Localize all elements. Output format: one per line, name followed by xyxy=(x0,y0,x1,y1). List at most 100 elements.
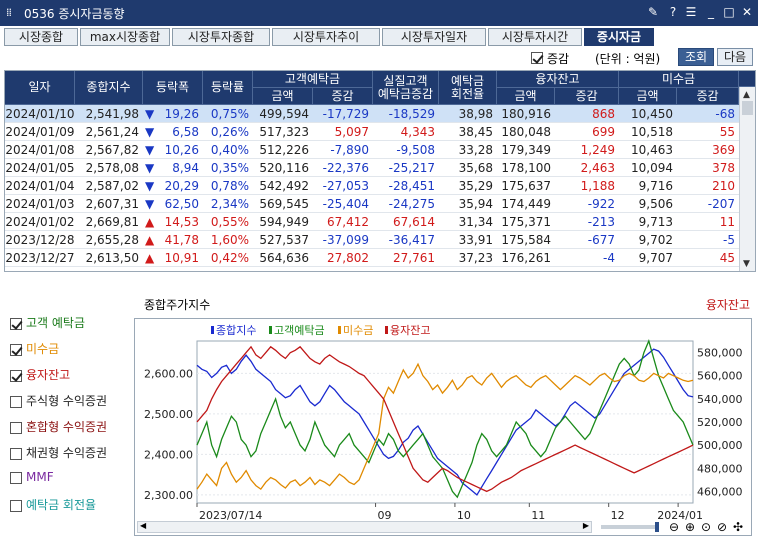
table-row[interactable]: 2024/01/04 2,587,02 ▼ 20,29 0,78% 542,492 -27,… xyxy=(5,177,739,195)
menu-icon[interactable]: ☰ xyxy=(685,5,697,19)
cell-mar_diff: 699 xyxy=(592,125,615,139)
x-tick-label: 09 xyxy=(378,509,392,522)
header-turnover[interactable]: 예탁금 회전율 xyxy=(439,71,497,105)
scroll-left-icon[interactable]: ◀ xyxy=(140,521,147,530)
change-label: 증감 xyxy=(547,52,570,66)
header-index[interactable]: 종합지수 xyxy=(75,71,143,105)
cell-real: 4,343 xyxy=(400,125,435,139)
table-row[interactable]: 2024/01/09 2,561,24 ▼ 6,58 0,26% 517,323 5,097… xyxy=(5,123,739,141)
header-deposit-amount[interactable]: 금액 xyxy=(253,88,313,105)
legend-swatch xyxy=(211,326,214,334)
header-unpaid-amount[interactable]: 금액 xyxy=(619,88,677,105)
series-toggle[interactable]: MMF xyxy=(10,470,54,486)
table-row[interactable]: 2023/12/27 2,613,50 ▲ 10,91 0,42% 564,636 27,8… xyxy=(5,249,739,267)
y-right-tick-label: 560,000 xyxy=(697,370,743,383)
cell-turn: 37,23 xyxy=(458,251,493,265)
close-icon[interactable]: ✕ xyxy=(741,5,753,19)
series-checkbox[interactable] xyxy=(10,447,22,460)
series-toggle[interactable]: 융자잔고 xyxy=(10,366,70,382)
header-unpaid-diff[interactable]: 증감 xyxy=(677,88,739,105)
scroll-right-icon[interactable]: ▶ xyxy=(582,521,589,530)
cell-rate: 0,42% xyxy=(210,251,249,265)
query-button[interactable]: 조회 xyxy=(678,48,714,66)
zoom-slider-handle[interactable] xyxy=(655,522,659,532)
window-title: 0536 증시자금동향 xyxy=(24,7,125,21)
cell-un_diff: 45 xyxy=(719,251,735,265)
chart-horizontal-scrollbar[interactable]: ◀ ▶ xyxy=(137,521,592,533)
table-row[interactable]: 2023/12/28 2,655,28 ▲ 41,78 1,60% 527,537 -37,… xyxy=(5,231,739,249)
chart-left-title: 종합주가지수 xyxy=(144,298,211,312)
down-arrow-icon: ▼ xyxy=(145,107,155,121)
tab-market-summary[interactable]: 시장종합 xyxy=(4,28,78,46)
header-rate[interactable]: 등락률 xyxy=(203,71,253,105)
up-arrow-icon: ▲ xyxy=(145,233,155,247)
series-toggle[interactable]: 주식형 수익증권 xyxy=(10,392,107,408)
table-row[interactable]: 2024/01/10 2,541,98 ▼ 19,26 0,75% 499,594 -17,… xyxy=(5,105,739,123)
cell-un_amt: 9,713 xyxy=(638,215,673,229)
header-margin-diff[interactable]: 증감 xyxy=(555,88,619,105)
cell-change: ▼ 19,26 xyxy=(143,105,203,123)
pin-icon[interactable]: ✎ xyxy=(647,5,659,19)
series-toggle[interactable]: 예탁금 회전율 xyxy=(10,496,96,512)
y-left-tick-label: 2,300.00 xyxy=(144,489,193,502)
table-vertical-scrollbar[interactable]: ▲ ▼ xyxy=(739,87,755,271)
tab-market-funds[interactable]: 증시자금 xyxy=(584,28,654,46)
scroll-up-icon[interactable]: ▲ xyxy=(743,90,750,100)
header-real-deposit[interactable]: 실질고객 예탁금증감 xyxy=(373,71,439,105)
crosshair-icon[interactable]: ✣ xyxy=(733,520,744,534)
tab-market-investor-summary[interactable]: 시장투자종합 xyxy=(172,28,270,46)
tab-market-investor-time[interactable]: 시장투자시간 xyxy=(488,28,582,46)
zoom-out-icon[interactable]: ⊖ xyxy=(669,520,680,534)
series-toggle[interactable]: 고객 예탁금 xyxy=(10,314,85,330)
series-checkbox[interactable] xyxy=(10,369,22,382)
zoom-fit-icon[interactable]: ⊘ xyxy=(717,520,728,534)
y-left-tick-label: 2,600.00 xyxy=(144,367,193,380)
cell-rate: 1,60% xyxy=(210,233,249,247)
cell-index: 2,567,82 xyxy=(85,143,139,157)
change-value: 10,26 xyxy=(164,143,199,157)
series-checkbox[interactable] xyxy=(10,421,22,434)
cell-dep_diff: -17,729 xyxy=(322,107,369,121)
cell-change: ▲ 10,91 xyxy=(143,249,203,267)
series-checkbox[interactable] xyxy=(10,471,22,484)
cell-real: 27,761 xyxy=(393,251,435,265)
tab-market-investor-daily[interactable]: 시장투자일자 xyxy=(382,28,486,46)
scroll-down-icon[interactable]: ▼ xyxy=(743,259,750,269)
chart-right-title: 융자잔고 xyxy=(705,298,750,312)
zoom-reset-icon[interactable]: ⊙ xyxy=(701,520,712,534)
header-change[interactable]: 등락폭 xyxy=(143,71,203,105)
series-checkbox[interactable] xyxy=(10,395,22,408)
scroll-thumb[interactable] xyxy=(742,101,753,115)
cell-real: 67,614 xyxy=(393,215,435,229)
header-deposit-diff[interactable]: 증감 xyxy=(313,88,373,105)
series-checkbox[interactable] xyxy=(10,499,22,512)
table-row[interactable]: 2024/01/05 2,578,08 ▼ 8,94 0,35% 520,116 -22,3… xyxy=(5,159,739,177)
change-value: 62,50 xyxy=(164,197,199,211)
zoom-slider[interactable] xyxy=(601,522,659,532)
maximize-icon[interactable]: □ xyxy=(723,5,735,19)
series-label: 예탁금 회전율 xyxy=(26,498,97,512)
series-toggle[interactable]: 채권형 수익증권 xyxy=(10,444,107,460)
table-row[interactable]: 2024/01/03 2,607,31 ▼ 62,50 2,34% 569,545 -25,… xyxy=(5,195,739,213)
window-grip-icon[interactable]: ⁞⁞ xyxy=(6,6,12,19)
header-date[interactable]: 일자 xyxy=(5,71,75,105)
tab-market-investor-trend[interactable]: 시장투자추이 xyxy=(272,28,380,46)
help-icon[interactable]: ? xyxy=(669,5,677,19)
cell-dep_diff: -25,404 xyxy=(322,197,369,211)
tab-max-market-summary[interactable]: max시장종합 xyxy=(80,28,170,46)
zoom-in-icon[interactable]: ⊕ xyxy=(685,520,696,534)
cell-index: 2,561,24 xyxy=(85,125,139,139)
change-checkbox[interactable] xyxy=(531,52,543,64)
next-button[interactable]: 다음 xyxy=(717,48,753,66)
series-checkbox[interactable] xyxy=(10,343,22,356)
table-row[interactable]: 2024/01/08 2,567,82 ▼ 10,26 0,40% 512,226 -7,8… xyxy=(5,141,739,159)
cell-mar_diff: -213 xyxy=(587,215,615,229)
header-margin-amount[interactable]: 금액 xyxy=(497,88,555,105)
series-checkbox[interactable] xyxy=(10,317,22,330)
cell-dep_amt: 594,949 xyxy=(259,215,309,229)
series-toggle[interactable]: 혼합형 수익증권 xyxy=(10,418,107,434)
minimize-icon[interactable]: _ xyxy=(708,5,714,19)
series-toggle[interactable]: 미수금 xyxy=(10,340,59,356)
table-row[interactable]: 2024/01/02 2,669,81 ▲ 14,53 0,55% 594,949 67,4… xyxy=(5,213,739,231)
change-value: 14,53 xyxy=(164,215,199,229)
